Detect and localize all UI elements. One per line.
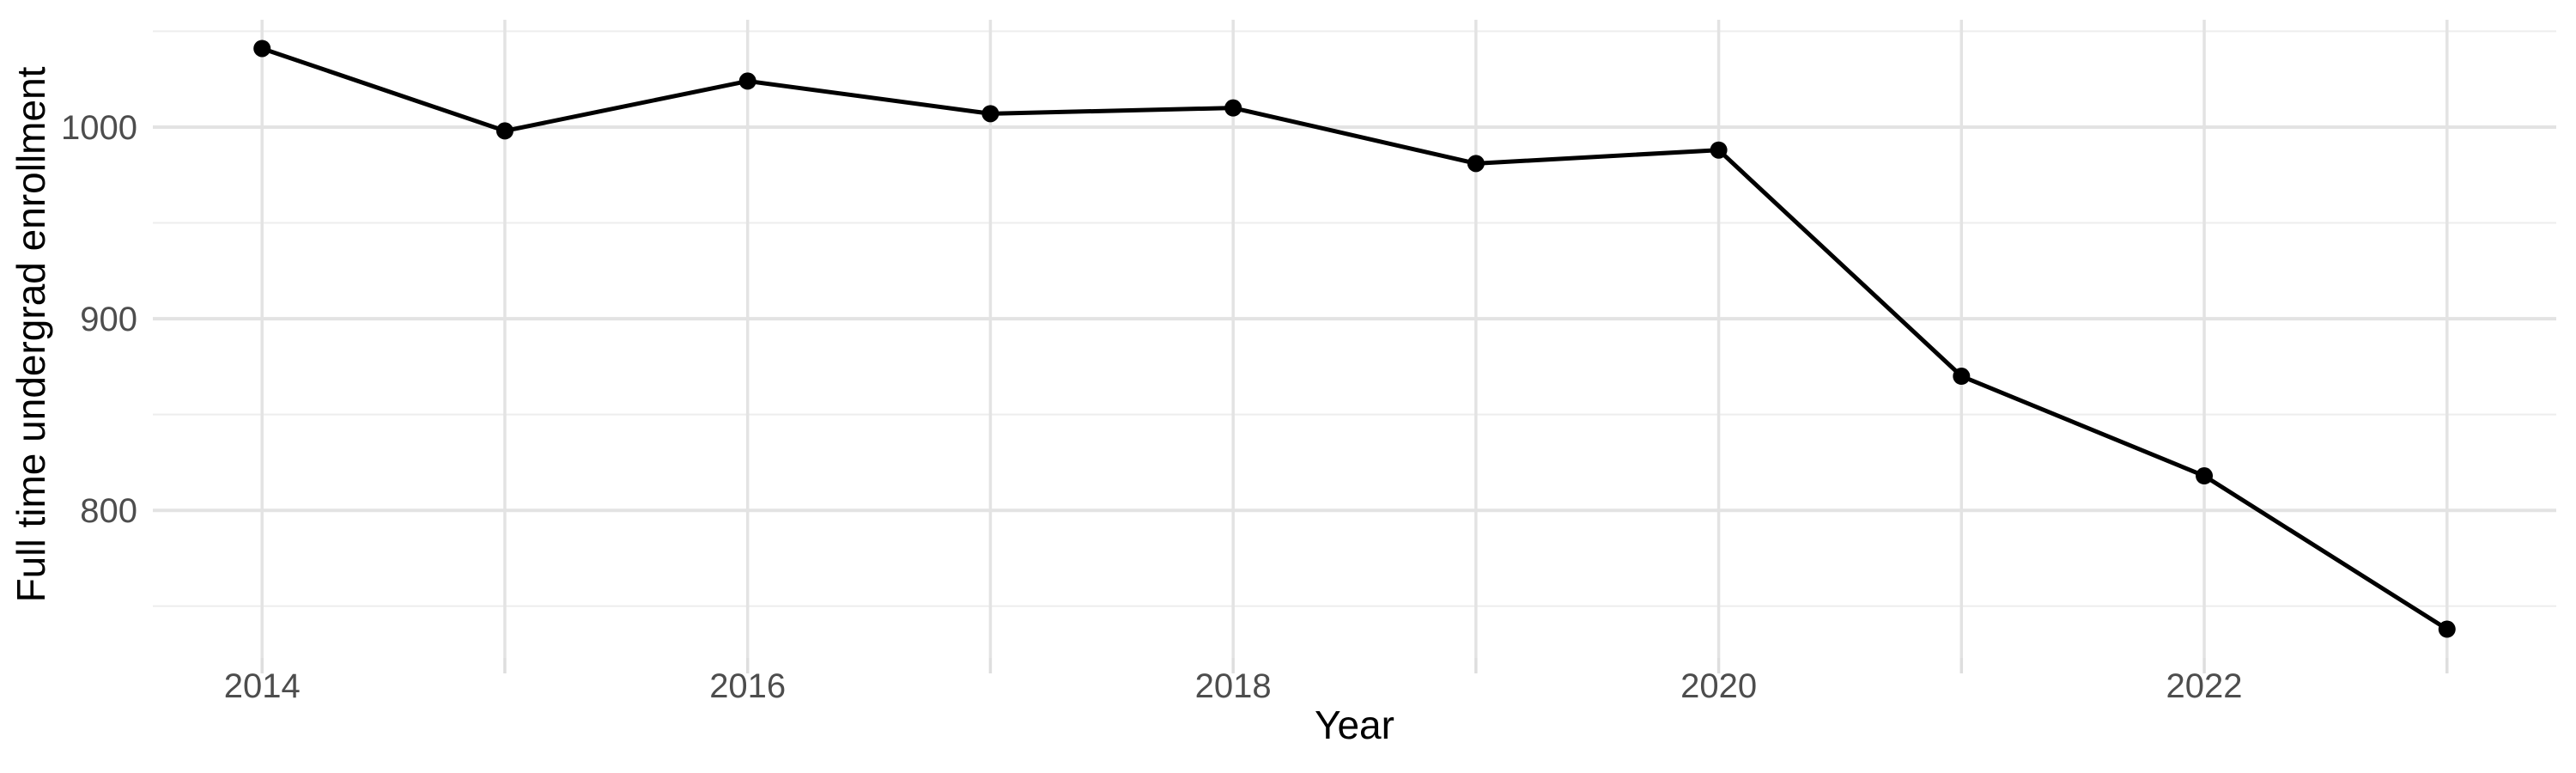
data-point bbox=[1710, 141, 1728, 159]
y-axis-title: Full time undergrad enrollment bbox=[9, 66, 53, 602]
x-axis-tick-label: 2016 bbox=[709, 667, 786, 705]
y-axis-tick-labels: 800 900 1000 bbox=[61, 109, 137, 530]
y-axis-tick-label: 900 bbox=[80, 301, 137, 338]
x-axis-title: Year bbox=[1315, 703, 1394, 747]
x-axis-tick-labels: 2014 2016 2018 2020 2022 bbox=[224, 667, 2243, 705]
x-axis-tick-label: 2020 bbox=[1680, 667, 1757, 705]
data-point bbox=[981, 105, 999, 123]
data-point bbox=[1953, 368, 1971, 386]
y-axis-tick-label: 800 bbox=[80, 492, 137, 530]
y-axis-tick-label: 1000 bbox=[61, 109, 137, 147]
data-point bbox=[2438, 620, 2456, 638]
x-gridlines bbox=[260, 20, 2449, 658]
x-axis-tick-label: 2018 bbox=[1195, 667, 1272, 705]
y-gridlines-major bbox=[153, 125, 2556, 513]
x-axis-tick-label: 2014 bbox=[224, 667, 301, 705]
data-point bbox=[2196, 467, 2214, 485]
data-point bbox=[495, 122, 513, 140]
data-point bbox=[1224, 99, 1242, 117]
x-axis-tick-marks bbox=[260, 658, 2449, 673]
data-point bbox=[738, 72, 756, 90]
data-point bbox=[1467, 155, 1485, 173]
enrollment-data-points bbox=[253, 40, 2456, 638]
data-point bbox=[253, 40, 271, 58]
enrollment-line bbox=[259, 46, 2450, 632]
x-axis-tick-label: 2022 bbox=[2166, 667, 2243, 705]
y-gridlines-minor bbox=[153, 30, 2556, 607]
